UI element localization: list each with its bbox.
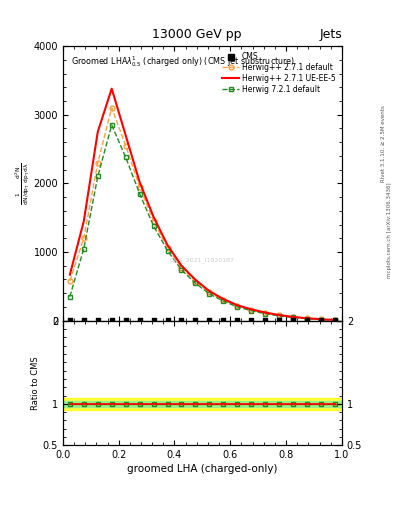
- Point: [67, 316, 73, 325]
- Text: Rivet 3.1.10, ≥ 2.5M events: Rivet 3.1.10, ≥ 2.5M events: [381, 105, 386, 182]
- Bar: [63, 398, 342, 410]
- Point: [136, 316, 143, 325]
- Point: [318, 316, 324, 325]
- Text: Jets: Jets: [319, 28, 342, 41]
- Y-axis label: $\mathregular{\frac{1}{dN/dp_T}\,\frac{d^2N}{dp_T\,d\lambda}}$: $\mathregular{\frac{1}{dN/dp_T}\,\frac{d…: [14, 162, 32, 205]
- Point: [248, 316, 254, 325]
- Point: [151, 316, 157, 325]
- Point: [206, 316, 213, 325]
- Point: [332, 316, 338, 325]
- Point: [234, 316, 241, 325]
- Point: [108, 316, 115, 325]
- Y-axis label: Ratio to CMS: Ratio to CMS: [31, 356, 40, 410]
- Point: [192, 316, 198, 325]
- Point: [164, 316, 171, 325]
- Legend: CMS, Herwig++ 2.7.1 default, Herwig++ 2.7.1 UE-EE-5, Herwig 7.2.1 default: CMS, Herwig++ 2.7.1 default, Herwig++ 2.…: [220, 50, 338, 96]
- Point: [304, 316, 310, 325]
- Point: [220, 316, 226, 325]
- Point: [290, 316, 296, 325]
- Text: Groomed LHA$\lambda^1_{0.5}$ (charged only) (CMS jet substructure): Groomed LHA$\lambda^1_{0.5}$ (charged on…: [71, 54, 296, 69]
- Text: mcplots.cern.ch [arXiv:1306.3436]: mcplots.cern.ch [arXiv:1306.3436]: [387, 183, 391, 278]
- Text: CMS_2021_I1920187: CMS_2021_I1920187: [170, 258, 235, 263]
- Point: [81, 316, 87, 325]
- Text: 13000 GeV pp: 13000 GeV pp: [152, 28, 241, 41]
- X-axis label: groomed LHA (charged-only): groomed LHA (charged-only): [127, 464, 277, 475]
- Point: [95, 316, 101, 325]
- Point: [262, 316, 268, 325]
- Point: [276, 316, 282, 325]
- Point: [178, 316, 185, 325]
- Point: [123, 316, 129, 325]
- Bar: [63, 400, 342, 407]
